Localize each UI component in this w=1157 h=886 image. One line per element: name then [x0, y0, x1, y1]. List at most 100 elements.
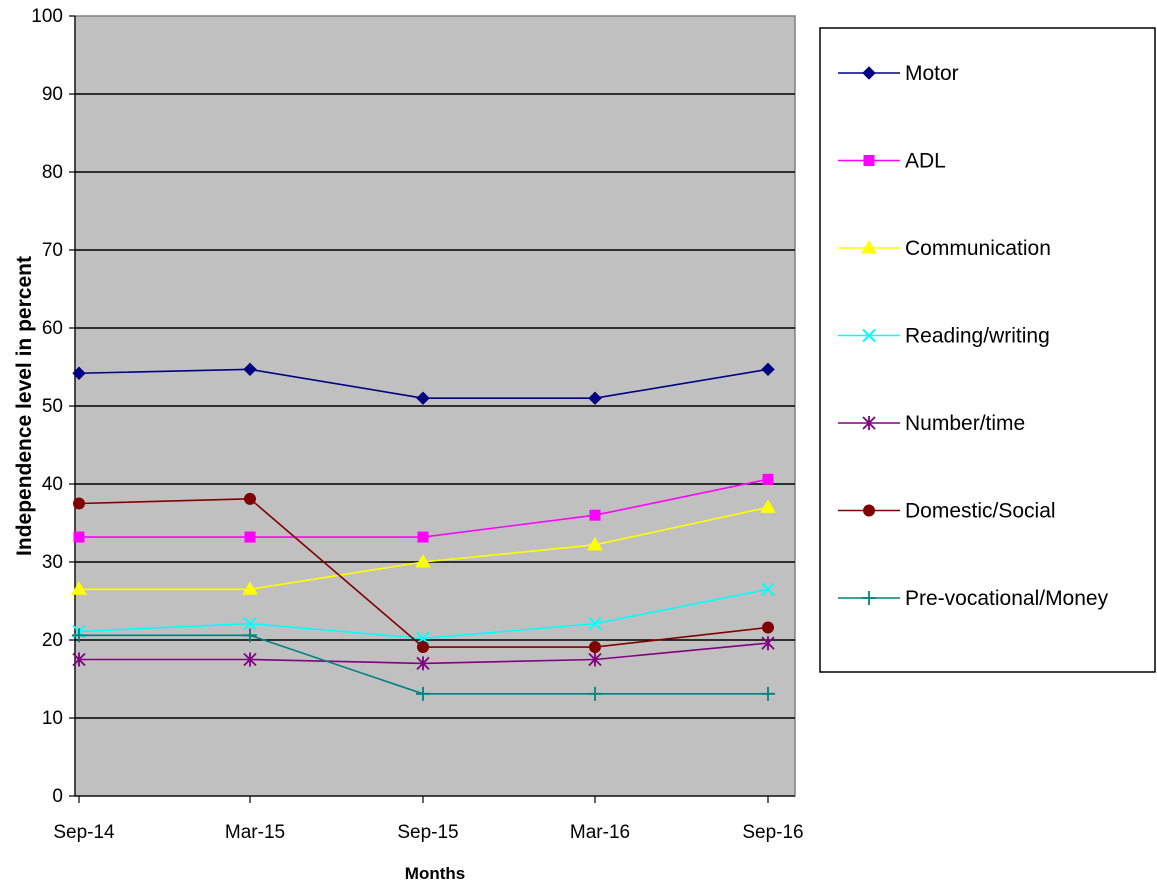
data-point — [416, 686, 430, 701]
marker-shape — [588, 652, 602, 667]
legend-label: Communication — [905, 237, 1051, 260]
data-point — [416, 631, 430, 646]
data-point — [417, 641, 429, 654]
marker-shape — [589, 641, 601, 654]
series-communication — [71, 499, 776, 595]
marker-shape — [762, 473, 774, 485]
data-point — [761, 582, 775, 597]
x-tick-label: Mar-16 — [570, 822, 630, 843]
legend-entry: Pre-vocational/Money — [838, 587, 1109, 610]
legend-entry: Communication — [838, 237, 1051, 260]
legend-label: Reading/writing — [905, 325, 1050, 348]
y-axis: 0 10 20 30 40 50 60 70 80 90 100 — [31, 6, 76, 807]
x-axis: Sep-14 Mar-15 Sep-15 Mar-16 Sep-16 — [53, 795, 804, 843]
legend-entry: Motor — [838, 62, 959, 85]
data-point — [761, 686, 775, 701]
marker-shape — [244, 492, 256, 505]
data-point — [71, 581, 87, 595]
legend: Motor ADL Communication Reading/writing Numb… — [819, 27, 1156, 673]
data-point — [243, 628, 257, 643]
marker-shape — [863, 504, 875, 517]
y-axis-title: Independence level in percent — [13, 256, 36, 556]
marker-shape — [417, 641, 429, 654]
marker-shape — [761, 362, 775, 377]
marker-shape — [861, 240, 877, 254]
data-point — [588, 686, 602, 701]
legend-label: Number/time — [905, 412, 1025, 435]
x-tick-label: Sep-15 — [397, 822, 458, 843]
series-layer — [71, 362, 776, 701]
legend-label: Pre-vocational/Money — [905, 587, 1109, 610]
marker-shape — [243, 652, 257, 667]
marker-shape — [761, 636, 775, 651]
marker-shape — [762, 621, 774, 634]
data-point — [72, 652, 86, 667]
data-point — [242, 581, 258, 595]
marker-shape — [73, 497, 85, 510]
legend-marker — [862, 416, 876, 430]
marker-shape — [588, 616, 602, 631]
data-point — [762, 621, 774, 634]
marker-shape — [243, 616, 257, 631]
legend-label: Domestic/Social — [905, 500, 1056, 523]
marker-shape — [587, 536, 603, 551]
legend-box — [819, 27, 1156, 673]
gridlines — [75, 93, 795, 719]
marker-shape — [416, 391, 430, 405]
marker-shape — [415, 554, 431, 568]
marker-shape — [243, 362, 257, 377]
data-point — [243, 362, 257, 377]
legend-marker — [863, 155, 875, 166]
legend-entry: ADL — [838, 150, 946, 173]
data-point — [72, 366, 86, 380]
series-number-time — [72, 636, 775, 671]
data-point — [588, 652, 602, 667]
marker-shape — [242, 581, 258, 595]
marker-shape — [862, 591, 876, 605]
legend-marker — [862, 591, 876, 605]
data-point — [416, 656, 430, 671]
legend-label: Motor — [905, 62, 959, 85]
data-point — [72, 628, 86, 643]
data-point — [587, 536, 603, 551]
data-point — [73, 531, 85, 543]
marker-shape — [416, 686, 430, 701]
marker-shape — [416, 656, 430, 671]
marker-shape — [243, 628, 257, 643]
legend-marker — [863, 504, 875, 517]
marker-shape — [760, 499, 776, 513]
legend-label: ADL — [905, 150, 946, 173]
y-tick-label: 60 — [42, 318, 63, 339]
marker-shape — [72, 366, 86, 380]
series-domestic-social — [73, 492, 774, 654]
data-point — [589, 509, 601, 521]
legend-marker — [862, 66, 876, 80]
y-tick-label: 10 — [42, 708, 63, 729]
marker-shape — [863, 155, 875, 166]
data-point — [588, 391, 602, 405]
legend-marker — [861, 240, 877, 254]
marker-shape — [761, 686, 775, 701]
data-point — [588, 616, 602, 631]
x-tick-label: Sep-14 — [53, 822, 115, 843]
data-point — [589, 641, 601, 654]
marker-shape — [417, 531, 429, 543]
data-point — [761, 636, 775, 651]
data-point — [416, 391, 430, 405]
series-adl — [73, 473, 774, 543]
y-tick-label: 50 — [42, 396, 63, 417]
data-point — [762, 473, 774, 485]
marker-shape — [862, 66, 876, 80]
marker-shape — [589, 509, 601, 521]
marker-shape — [73, 531, 85, 543]
x-tick-label: Sep-16 — [742, 822, 803, 843]
legend-entry: Number/time — [838, 412, 1025, 435]
marker-shape — [588, 686, 602, 701]
data-point — [73, 497, 85, 510]
data-point — [417, 531, 429, 543]
y-tick-label: 100 — [31, 6, 63, 27]
x-tick-label: Mar-15 — [225, 822, 285, 843]
marker-shape — [72, 652, 86, 667]
marker-shape — [416, 631, 430, 646]
